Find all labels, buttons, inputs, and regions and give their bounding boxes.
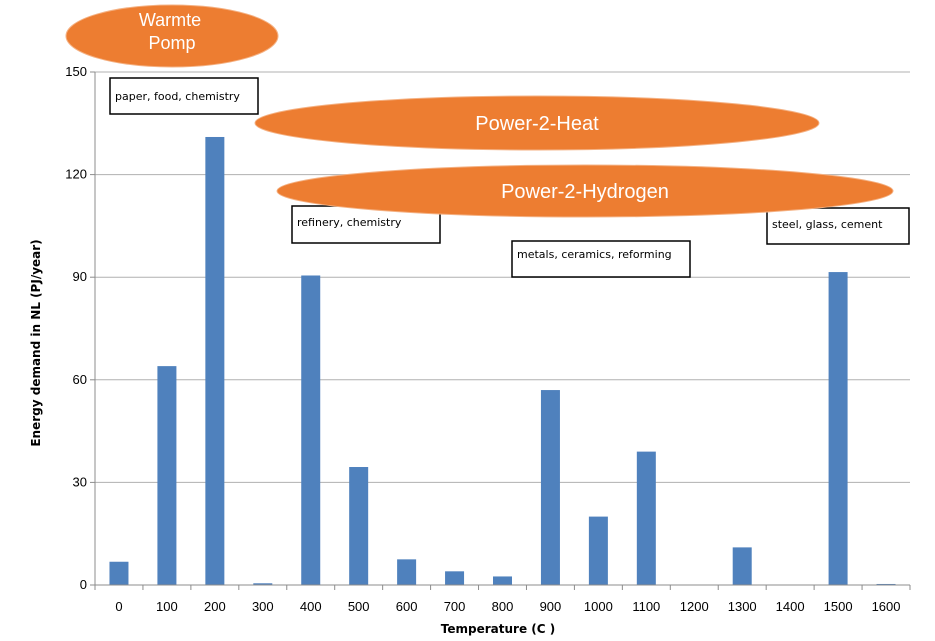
y-tick-label: 30	[73, 474, 87, 489]
overlay-power-2-heat: Power-2-Heat	[254, 95, 820, 151]
annotation-text: refinery, chemistry	[297, 216, 402, 229]
x-tick-label: 300	[252, 599, 274, 614]
overlay-text: Power-2-Heat	[475, 113, 599, 135]
x-tick-label: 1100	[632, 599, 660, 614]
x-tick-label: 1400	[776, 599, 805, 614]
x-tick-label: 1000	[584, 599, 613, 614]
bar-200	[205, 136, 225, 586]
annotation-paper-food-chemistry: paper, food, chemistry	[109, 77, 259, 115]
x-tick-label: 200	[204, 599, 226, 614]
x-tick-labels: 0 100 200 300 400 500 600 700 800 900 1000 1100 1200…	[115, 599, 900, 614]
y-tick-labels: 0 30 60 90 120 150	[65, 64, 87, 592]
bar-series	[109, 136, 896, 586]
x-tick-label: 900	[540, 599, 562, 614]
y-tick-label: 150	[65, 64, 87, 79]
bar-500	[349, 467, 369, 585]
x-tick-label: 1200	[680, 599, 709, 614]
x-tick-label: 100	[156, 599, 178, 614]
y-tick-label: 60	[73, 372, 87, 387]
bar-400	[301, 275, 321, 585]
overlay-warmte-pomp: Warmte Pomp	[65, 4, 279, 68]
annotation-steel-glass-cement: steel, glass, cement	[766, 207, 910, 245]
x-tick-label: 500	[348, 599, 370, 614]
annotation-text: paper, food, chemistry	[115, 90, 240, 103]
x-tick-label: 700	[444, 599, 466, 614]
axes	[90, 71, 911, 590]
x-tick-label: 600	[396, 599, 418, 614]
bar-900	[540, 390, 560, 585]
annotation-metals-ceramics-reforming: metals, ceramics, reforming	[511, 240, 691, 278]
bar-1500	[828, 272, 848, 585]
overlay-text-line2: Pomp	[148, 33, 195, 53]
bar-0	[109, 561, 129, 585]
annotation-text: steel, glass, cement	[772, 218, 883, 231]
x-tick-label: 1600	[872, 599, 901, 614]
y-axis-title: Energy demand in NL (PJ/year)	[29, 239, 43, 446]
bar-600	[397, 559, 417, 585]
x-tick-label: 1300	[728, 599, 757, 614]
bar-700	[445, 571, 465, 585]
y-tick-label: 0	[80, 577, 87, 592]
x-tick-label: 800	[492, 599, 514, 614]
y-tick-label: 90	[73, 269, 87, 284]
x-tick-label: 0	[115, 599, 122, 614]
x-tick-label: 400	[300, 599, 322, 614]
overlay-text-line1: Warmte	[139, 10, 201, 30]
bar-100	[157, 366, 177, 585]
annotation-text: metals, ceramics, reforming	[517, 248, 672, 261]
overlay-power-2-hydrogen: Power-2-Hydrogen	[276, 164, 894, 218]
bar-1300	[732, 547, 752, 585]
bar-1100	[636, 451, 656, 585]
bar-1600	[876, 583, 896, 585]
x-tick-label: 1500	[824, 599, 853, 614]
overlay-text: Power-2-Hydrogen	[501, 181, 669, 203]
x-axis-title: Temperature (C )	[441, 622, 555, 636]
bar-800	[493, 576, 512, 585]
y-tick-label: 120	[65, 167, 87, 182]
bar-1000	[588, 516, 608, 585]
bar-300	[253, 583, 273, 585]
